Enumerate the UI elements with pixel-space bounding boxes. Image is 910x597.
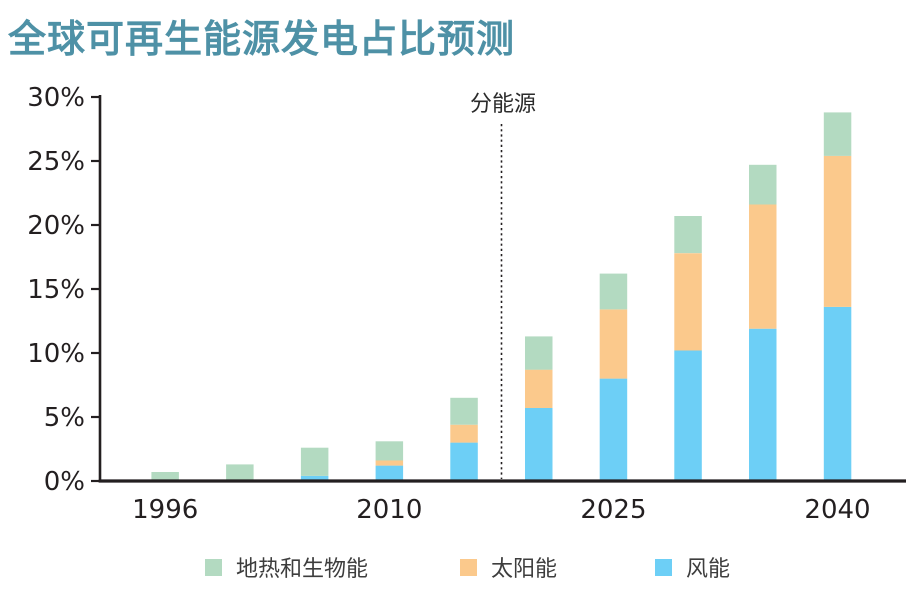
bar-segment-2010 (375, 460, 404, 466)
bar-segment-2030 (674, 216, 702, 254)
bar-segment-2005 (300, 475, 329, 481)
legend-label: 风能 (686, 557, 731, 582)
legend-label: 地热和生物能 (236, 557, 369, 582)
chart-legend: 地热和生物能 太阳能 风能 (205, 551, 730, 583)
y-tick-label: 20% (27, 211, 85, 241)
bar-segment-2015 (450, 424, 478, 443)
x-tick-label: 2010 (356, 495, 422, 525)
chart-title: 全球可再生能源发电占比预测 (8, 17, 516, 61)
y-tick-label: 30% (27, 83, 85, 113)
x-tick-label: 1996 (132, 495, 198, 525)
bar-segment-2025 (599, 309, 628, 379)
bar-segment-2025 (599, 378, 628, 481)
legend-swatch (205, 558, 222, 576)
bar-segment-2020 (525, 369, 553, 408)
bar-segment-2010 (375, 441, 404, 461)
y-tick-label: 5% (44, 403, 85, 433)
forecast-annotation-label: 分能源 (469, 92, 537, 117)
bar-segment-2005 (300, 447, 329, 476)
bar-segment-2040 (823, 306, 852, 481)
x-tick-label: 2025 (580, 495, 646, 525)
bar-segment-2035 (749, 204, 777, 329)
bar-segment-2020 (525, 408, 553, 481)
y-tick-label: 0% (44, 467, 85, 497)
y-tick-label: 25% (27, 147, 85, 177)
bar-segment-2015 (450, 442, 478, 481)
bar-segment-2000 (226, 464, 254, 481)
y-tick-label: 15% (27, 275, 85, 305)
bar-segment-2035 (749, 328, 777, 481)
bar-segment-2020 (525, 336, 553, 370)
legend-swatch (655, 558, 673, 576)
legend-item: 地热和生物能 (205, 551, 368, 583)
bar-segment-2030 (674, 350, 702, 481)
legend-item: 太阳能 (460, 551, 557, 583)
bar-segment-2035 (749, 164, 777, 205)
bar-segment-2015 (450, 397, 478, 425)
legend-item: 风能 (655, 551, 730, 583)
bar-segment-2040 (823, 112, 852, 156)
bar-segment-2025 (599, 273, 628, 310)
bar-segment-1996 (151, 472, 179, 481)
x-tick-label: 2040 (804, 495, 870, 525)
y-tick-label: 10% (27, 339, 85, 369)
legend-swatch (460, 558, 478, 576)
bar-segment-2030 (674, 253, 702, 351)
bar-segment-2040 (823, 155, 852, 307)
legend-label: 太阳能 (491, 557, 558, 582)
bar-segment-2010 (375, 465, 404, 481)
